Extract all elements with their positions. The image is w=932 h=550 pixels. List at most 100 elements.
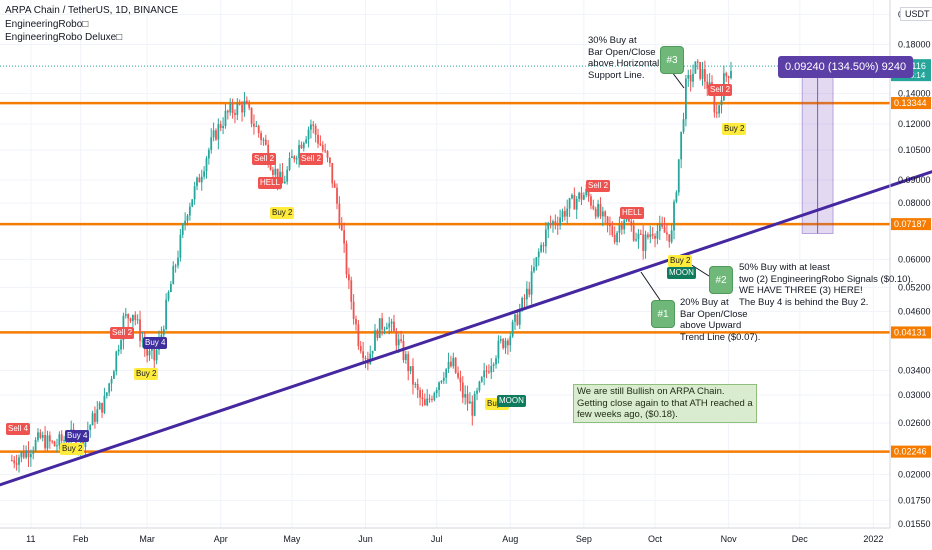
candle-body bbox=[300, 144, 303, 149]
indicator-engineeringrobo[interactable]: EngineeringRobo□ bbox=[5, 18, 89, 30]
candle-body bbox=[279, 171, 281, 182]
candle-body bbox=[260, 132, 262, 140]
candle-body bbox=[333, 183, 336, 188]
candle-body bbox=[490, 365, 493, 373]
candle-body bbox=[528, 288, 531, 295]
candle-body bbox=[305, 139, 308, 143]
candle-body bbox=[248, 103, 251, 108]
candle-body bbox=[165, 299, 168, 330]
candle-body bbox=[362, 351, 365, 358]
candle-body bbox=[647, 234, 649, 238]
candle-body bbox=[694, 61, 697, 74]
candle-body bbox=[56, 445, 58, 447]
time-tick-label: Apr bbox=[214, 534, 228, 544]
candle-body bbox=[378, 318, 381, 338]
candle-body bbox=[542, 245, 545, 247]
time-tick-label: Dec bbox=[792, 534, 809, 544]
price-tick-label: 0.18000 bbox=[898, 40, 931, 50]
candle-body bbox=[41, 435, 44, 438]
candle-body bbox=[262, 139, 265, 141]
currency-badge[interactable]: USDT bbox=[900, 7, 932, 21]
candle-body bbox=[205, 158, 208, 172]
candle-body bbox=[253, 123, 255, 127]
candle-body bbox=[338, 203, 341, 225]
candle-body bbox=[162, 329, 165, 335]
candle-body bbox=[563, 211, 566, 217]
level-price-tag bbox=[891, 326, 931, 339]
candle-body bbox=[476, 390, 478, 394]
candle-body bbox=[393, 321, 395, 332]
candles bbox=[10, 59, 732, 473]
candle-body bbox=[485, 370, 488, 372]
candle-body bbox=[10, 460, 13, 462]
candle-body bbox=[224, 110, 227, 127]
candle-body bbox=[682, 119, 685, 132]
candle-body bbox=[181, 224, 184, 235]
candle-body bbox=[469, 401, 471, 404]
candle-body bbox=[39, 432, 42, 438]
candle-body bbox=[34, 439, 37, 451]
candle-body bbox=[369, 353, 372, 364]
candle-body bbox=[533, 267, 535, 272]
candle-body bbox=[364, 357, 367, 359]
candle-body bbox=[488, 371, 490, 373]
candle-body bbox=[291, 156, 293, 158]
candle-body bbox=[450, 361, 452, 367]
candle-body bbox=[423, 399, 426, 406]
time-axis: 11 Feb Mar Apr May Jun Jul Aug Sep Oct Nov Dec 2022 bbox=[0, 527, 890, 544]
candle-body bbox=[388, 323, 391, 328]
signal-label: Sell 2 bbox=[252, 153, 277, 165]
candle-body bbox=[283, 181, 286, 184]
candle-body bbox=[293, 156, 296, 160]
candle-body bbox=[245, 100, 248, 104]
upward-trend-line bbox=[0, 170, 932, 487]
candle-body bbox=[620, 225, 623, 230]
time-tick-label: Jun bbox=[358, 534, 373, 544]
candle-body bbox=[540, 245, 543, 252]
candle-body bbox=[307, 129, 310, 140]
candle-body bbox=[376, 330, 379, 338]
candle-body bbox=[504, 340, 507, 348]
time-tick-label: 11 bbox=[26, 534, 35, 544]
candle-body bbox=[91, 413, 94, 426]
candle-body bbox=[590, 196, 592, 206]
candle-body bbox=[188, 206, 191, 216]
indicator-engineeringrobo-deluxe[interactable]: EngineeringRobo Deluxe□ bbox=[5, 32, 123, 43]
candle-body bbox=[63, 440, 65, 442]
candle-body bbox=[212, 130, 215, 138]
note-step-2: 50% Buy with at least two (2) Engineerin… bbox=[739, 262, 914, 308]
callout-pointer-3 bbox=[671, 71, 685, 89]
candle-body bbox=[611, 226, 614, 235]
note-step-3: 30% Buy at Bar Open/Close above Horizont… bbox=[588, 35, 660, 81]
candle-body bbox=[336, 187, 338, 204]
signal-label: MOON bbox=[667, 267, 696, 279]
candle-body bbox=[179, 234, 182, 258]
signal-label: Buy 4 bbox=[143, 337, 168, 349]
candle-body bbox=[480, 377, 483, 382]
candle-body bbox=[276, 168, 279, 182]
candle-body bbox=[428, 398, 431, 400]
candle-body bbox=[177, 257, 179, 266]
candle-body bbox=[582, 194, 585, 200]
candle-body bbox=[454, 357, 457, 373]
candle-body bbox=[452, 357, 455, 367]
candle-body bbox=[120, 340, 122, 350]
measure-label: 0.09240 (134.50%) 9240 bbox=[778, 56, 914, 78]
candle-body bbox=[37, 432, 39, 440]
candle-body bbox=[701, 69, 704, 79]
candle-body bbox=[383, 329, 386, 331]
candle-body bbox=[561, 211, 564, 218]
candle-body bbox=[314, 125, 317, 135]
candle-body bbox=[319, 143, 322, 146]
level-price-tag bbox=[891, 218, 931, 231]
signal-label: Sell 2 bbox=[708, 84, 733, 96]
candle-body bbox=[511, 321, 514, 337]
level-price-label: 0.13344 bbox=[894, 98, 927, 108]
candle-body bbox=[186, 215, 189, 221]
candle-body bbox=[609, 223, 611, 227]
candle-body bbox=[585, 188, 588, 195]
candle-body bbox=[343, 230, 346, 244]
candle-body bbox=[295, 158, 298, 160]
horizontal-levels bbox=[0, 101, 890, 453]
